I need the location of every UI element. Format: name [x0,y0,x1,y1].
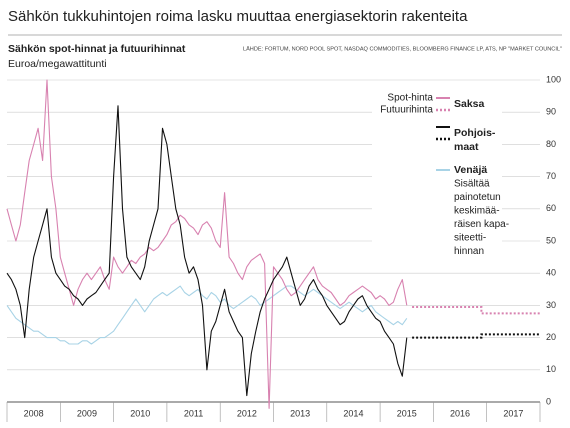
y-tick-label: 20 [546,332,556,342]
x-tick-label: 2008 [24,408,44,418]
legend-key: Futuurihinta [380,105,433,116]
y-tick-label: 30 [546,300,556,310]
futures-line [412,333,540,339]
legend-label: Saksa [454,98,485,110]
y-tick-label: 10 [546,364,556,374]
spot-line [6,285,408,345]
annotation: painotetun [454,192,501,203]
legend-label: Venäjä [454,164,487,176]
legend-key: Spot-hinta [387,93,433,104]
x-tick-label: 2010 [130,408,150,418]
x-tick-label: 2013 [290,408,310,418]
legend-label: Pohjois- [454,127,496,139]
chart-title: Sähkön tukkuhintojen roima lasku muuttaa… [8,8,468,25]
y-tick-label: 70 [546,171,556,181]
x-tick-label: 2016 [450,408,470,418]
x-tick-label: 2011 [184,408,203,418]
annotation: hinnan [454,246,484,257]
y-tick-label: 90 [546,107,556,117]
y-tick-label: 60 [546,203,556,213]
source: LÄHDE: FORTUM, NORD POOL SPOT, NASDAQ CO… [243,45,562,52]
y-tick-label: 50 [546,235,556,245]
y-tick-label: 0 [546,396,551,406]
x-tick-label: 2014 [343,408,363,418]
x-tick-label: 2015 [397,408,417,418]
y-label: Euroa/megawattitunti [8,58,107,70]
y-tick-label: 100 [546,74,561,84]
spot-line [6,105,408,397]
annotation: Sisältää [454,179,490,190]
annotation: räisen kapa- [454,219,509,230]
legend-label: maat [454,141,479,153]
annotation: keskimää- [454,206,500,217]
y-tick-label: 40 [546,268,556,278]
futures-line [412,306,540,315]
annotation: siteetti- [454,233,486,244]
x-tick-label: 2017 [503,408,523,418]
x-tick-label: 2012 [237,408,257,418]
subtitle: Sähkön spot-hinnat ja futuurihinnat [8,43,186,55]
y-tick-label: 80 [546,139,556,149]
spot-line [6,79,408,409]
x-tick-label: 2009 [77,408,97,418]
